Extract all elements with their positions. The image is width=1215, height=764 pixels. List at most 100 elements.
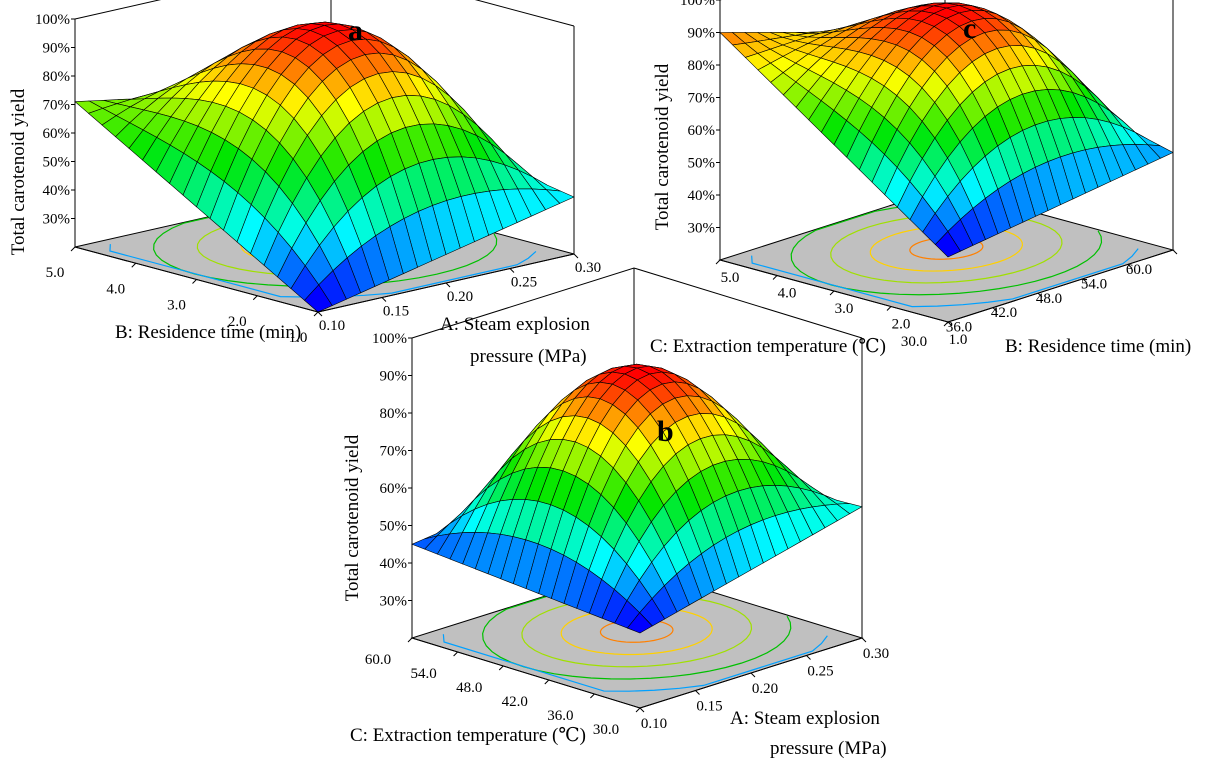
panel-b-surface-plot: 30% 40% 50% 60% 70% 80% 90% 100% 0.10 0.15 0.20 0.2… <box>342 267 889 759</box>
z-tick-labels: 30% 40% 50% 60% 70% 80% 90% 100% <box>372 331 412 610</box>
x-tick-label: 0.10 <box>319 318 345 334</box>
y-tick-mark <box>498 665 504 671</box>
x-tick-mark <box>861 637 867 643</box>
panel-letter: a <box>348 14 363 47</box>
z-tick-label: 30% <box>43 212 71 228</box>
z-tick-label: 90% <box>380 369 408 385</box>
box-top-edge <box>411 267 863 339</box>
z-tick-label: 70% <box>688 91 716 107</box>
x-tick-mark <box>573 253 579 259</box>
z-tick-label: 40% <box>380 556 408 572</box>
x-axis-label-line2: pressure (MPa) <box>770 738 887 759</box>
z-tick-label: 100% <box>372 331 407 347</box>
z-tick-label: 40% <box>688 188 716 204</box>
z-tick-label: 60% <box>688 123 716 139</box>
surface-cell <box>304 284 333 313</box>
x-tick-mark <box>639 707 645 713</box>
x-tick-mark <box>806 655 811 660</box>
x-tick-label: 60.0 <box>1126 262 1152 278</box>
z-tick-label: 80% <box>688 58 716 74</box>
x-tick-mark <box>947 321 953 327</box>
x-tick-label: 36.0 <box>946 320 972 336</box>
panel-a-surface-plot: 30% 40% 50% 60% 70% 80% 90% 100% 0.10 0.15 0.20 0.2… <box>8 0 601 367</box>
panel-letter: c <box>963 12 976 45</box>
y-axis-label: B: Residence time (min) <box>1005 336 1191 357</box>
y-tick-mark <box>886 306 892 311</box>
z-tick-label: 80% <box>43 69 71 85</box>
y-tick-mark <box>192 279 197 284</box>
x-tick-label: 0.25 <box>511 275 537 291</box>
x-axis-label: A: Steam explosion <box>440 314 590 335</box>
z-tick-label: 50% <box>688 156 716 172</box>
x-tick-mark <box>381 297 387 302</box>
y-tick-mark <box>131 262 137 268</box>
x-tick-label: 54.0 <box>1081 276 1107 292</box>
y-tick-label: 30.0 <box>593 722 619 738</box>
z-tick-label: 30% <box>380 594 408 610</box>
contour-line <box>442 634 828 692</box>
surface-cell <box>626 612 653 634</box>
y-tick-mark <box>544 679 550 685</box>
x-tick-mark <box>317 311 323 317</box>
z-axis-label: Total carotenoid yield <box>8 88 29 255</box>
x-tick-label: 42.0 <box>991 305 1017 321</box>
z-tick-label: 70% <box>380 444 408 460</box>
y-tick-label: 1.0 <box>949 332 968 348</box>
panel-c-surface-plot: 30% 40% 50% 60% 70% 80% 90% 100% 30.0 36.0 42.0 48.… <box>650 0 1191 357</box>
contour-line <box>751 248 1139 308</box>
surface-cell <box>934 231 961 258</box>
y-tick-label: 5.0 <box>46 265 65 281</box>
x-tick-label: 0.30 <box>575 260 601 276</box>
x-tick-labels: 0.10 0.15 0.20 0.25 0.30 <box>639 637 889 732</box>
x-tick-mark <box>1127 264 1133 269</box>
y-tick-label: 4.0 <box>778 286 797 302</box>
z-tick-label: 40% <box>43 183 71 199</box>
y-tick-label: 4.0 <box>106 281 125 297</box>
panel-letter: b <box>657 415 674 448</box>
y-tick-label: 42.0 <box>502 694 528 710</box>
x-tick-label: 0.20 <box>447 289 473 305</box>
z-axis-label: Total carotenoid yield <box>652 63 673 230</box>
y-tick-mark <box>829 290 835 296</box>
y-tick-mark <box>453 651 458 657</box>
x-tick-label: 0.15 <box>383 304 409 320</box>
response-surface <box>74 21 575 313</box>
x-tick-mark <box>695 690 700 695</box>
y-tick-label: 2.0 <box>228 314 247 330</box>
y-axis-label: C: Extraction temperature (℃) <box>350 725 586 746</box>
z-tick-label: 100% <box>35 12 70 28</box>
x-axis-line <box>947 249 1174 323</box>
z-tick-label: 30% <box>688 221 716 237</box>
y-tick-mark <box>407 637 413 643</box>
z-tick-label: 50% <box>380 519 408 535</box>
y-tick-labels: 30.0 36.0 42.0 48.0 54.0 60.0 <box>365 637 641 738</box>
x-tick-label: 0.25 <box>807 664 833 680</box>
y-tick-mark <box>772 275 778 280</box>
y-tick-mark <box>635 707 641 713</box>
y-tick-label: 54.0 <box>410 666 436 682</box>
x-tick-mark <box>509 268 515 273</box>
z-tick-label: 90% <box>688 26 716 42</box>
z-tick-label: 60% <box>380 481 408 497</box>
x-tick-mark <box>1037 292 1043 298</box>
x-tick-labels: 30.0 36.0 42.0 48.0 54.0 60.0 <box>901 249 1178 350</box>
z-axis-label: Total carotenoid yield <box>342 434 363 601</box>
y-tick-label: 1.0 <box>289 330 308 346</box>
z-tick-labels: 30% 40% 50% 60% 70% 80% 90% 100% <box>680 0 720 237</box>
y-tick-label: 3.0 <box>835 301 854 317</box>
x-tick-label: 0.10 <box>641 716 667 732</box>
y-tick-mark <box>943 321 949 327</box>
x-tick-label: 0.30 <box>863 646 889 662</box>
z-tick-label: 100% <box>680 0 715 9</box>
z-tick-label: 60% <box>43 126 71 142</box>
y-tick-label: 5.0 <box>721 270 740 286</box>
x-tick-mark <box>445 282 451 288</box>
x-tick-label: 0.15 <box>696 699 722 715</box>
z-tick-labels: 30% 40% 50% 60% 70% 80% 90% 100% <box>35 12 75 228</box>
response-surface <box>411 363 863 634</box>
x-tick-mark <box>1172 249 1178 255</box>
z-tick-label: 90% <box>43 41 71 57</box>
y-axis-line <box>411 637 641 709</box>
x-tick-label: 0.20 <box>752 681 778 697</box>
